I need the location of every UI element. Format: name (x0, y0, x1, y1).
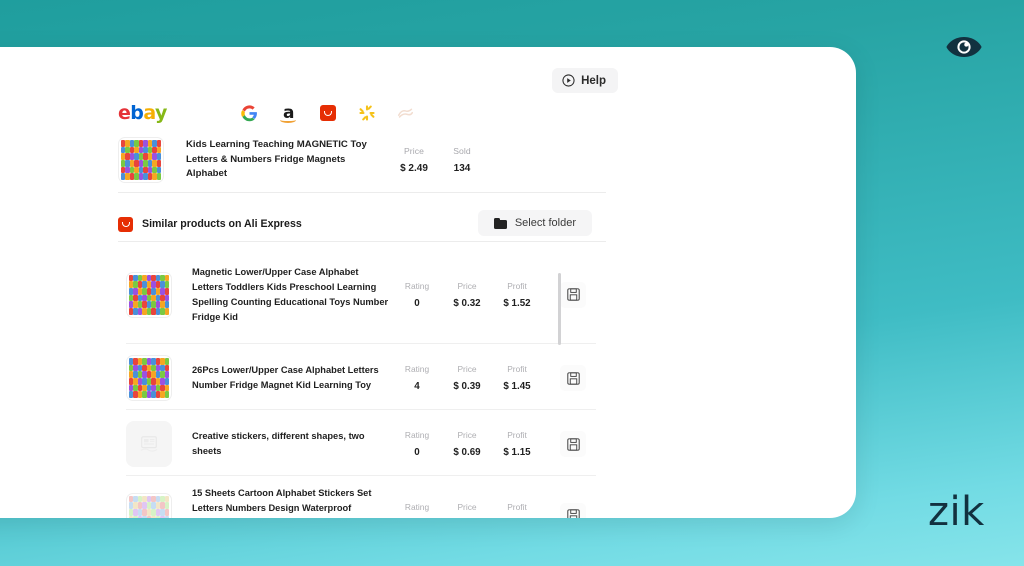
profit-label: Profit (507, 430, 527, 440)
profit-label: Profit (507, 364, 527, 374)
play-circle-icon (562, 74, 575, 87)
profit-value: $ 1.15 (503, 447, 531, 458)
ebay-stat-price-value: $ 2.49 (400, 163, 428, 174)
zik-wordmark: zik (928, 489, 985, 535)
list-scrollbar[interactable] (558, 273, 561, 518)
rating-label: Rating (404, 430, 430, 440)
zik-eye-logo (945, 33, 983, 61)
list-item[interactable]: 15 Sheets Cartoon Alphabet Stickers Set … (126, 486, 596, 518)
list-item[interactable]: Creative stickers, different shapes, two… (126, 421, 596, 467)
save-icon (566, 509, 580, 518)
help-button[interactable]: Help (552, 68, 618, 93)
alphabet-stickers-thumbnail (126, 492, 172, 518)
thumbnail-art (127, 273, 171, 317)
list-item-profit: Profit $ 1.04 (492, 502, 542, 518)
extension-panel: Help ebay a (0, 47, 856, 518)
save-button[interactable] (560, 502, 586, 518)
ebay-stat-sold-label: Sold (453, 146, 471, 156)
list-item-profit: Profit $ 1.15 (492, 430, 542, 458)
list-item-profit: Profit $ 1.45 (492, 364, 542, 392)
panel-content: Help ebay a (118, 47, 618, 518)
amazon-smile-icon (279, 117, 296, 123)
similar-products-header: Similar products on Ali Express Select f… (118, 207, 606, 241)
rating-label: Rating (404, 364, 430, 374)
list-item-price: Price $ 0.39 (442, 364, 492, 392)
row-divider (126, 343, 596, 344)
list-item-title: Creative stickers, different shapes, two… (192, 431, 365, 456)
aliexpress-icon[interactable] (319, 104, 337, 122)
profit-value: $ 1.45 (503, 381, 531, 392)
list-item[interactable]: 26Pcs Lower/Upper Case Alphabet Letters … (126, 355, 596, 401)
similar-products-list[interactable]: Magnetic Lower/Upper Case Alphabet Lette… (118, 243, 618, 518)
alphabet-magnets-thumbnail (126, 355, 172, 401)
rating-value: 0 (414, 447, 420, 458)
ebay-product-row[interactable]: Kids Learning Teaching MAGNETIC Toy Lett… (118, 129, 606, 191)
ebay-product-title: Kids Learning Teaching MAGNETIC Toy Lett… (186, 138, 367, 180)
thumbnail-art (119, 138, 163, 182)
price-label: Price (457, 364, 477, 374)
row-divider (126, 475, 596, 476)
save-icon (566, 437, 580, 451)
list-item-price: Price $ 0.32 (442, 281, 492, 309)
ebay-stat-price-label: Price (403, 146, 425, 156)
scrollbar-thumb[interactable] (558, 273, 561, 345)
rating-label: Rating (404, 280, 430, 291)
marketplace-icons: a (241, 102, 415, 123)
rating-value: 0 (414, 297, 420, 309)
ebay-logo[interactable]: ebay (118, 102, 167, 124)
alphabet-magnets-thumbnail (118, 137, 164, 183)
save-icon (566, 371, 580, 385)
list-item-rating: Rating 0 (392, 430, 442, 458)
list-item-rating: Rating 4 (392, 364, 442, 392)
list-item-price: Price $ 0.69 (442, 430, 492, 458)
price-label: Price (457, 280, 477, 291)
thumbnail-art (127, 494, 171, 518)
save-icon (566, 288, 580, 301)
thumbnail-art (127, 356, 171, 400)
row-divider (126, 409, 596, 410)
divider (118, 192, 606, 193)
ebay-stat-price: Price $ 2.49 (390, 146, 438, 174)
profit-label: Profit (507, 280, 527, 291)
list-item-title: Magnetic Lower/Upper Case Alphabet Lette… (192, 267, 389, 322)
rating-value: 4 (414, 381, 420, 392)
ebay-stat-sold-value: 134 (453, 163, 471, 174)
broken-image-placeholder (126, 421, 172, 467)
similar-products-title: Similar products on Ali Express (142, 218, 302, 230)
list-item-rating: Rating 0 (392, 502, 442, 518)
amazon-letter: a (283, 102, 295, 123)
price-label: Price (457, 430, 477, 440)
amazon-icon[interactable]: a (279, 102, 298, 123)
list-item-rating: Rating 0 (392, 281, 442, 309)
price-label: Price (457, 501, 477, 512)
help-label: Help (581, 74, 606, 87)
save-button[interactable] (560, 431, 586, 457)
etsy-icon[interactable] (397, 104, 415, 122)
list-item-title: 26Pcs Lower/Upper Case Alphabet Letters … (192, 365, 379, 390)
folder-icon (493, 217, 507, 229)
divider (118, 241, 606, 242)
google-icon[interactable] (241, 104, 259, 122)
select-folder-label: Select folder (514, 217, 576, 229)
marketplace-bar: ebay a (118, 92, 606, 134)
save-button[interactable] (560, 365, 586, 391)
list-item-title: 15 Sheets Cartoon Alphabet Stickers Set … (192, 488, 372, 518)
ebay-stat-sold: Sold 134 (438, 146, 486, 174)
profit-label: Profit (507, 501, 527, 512)
aliexpress-icon (118, 216, 133, 232)
list-item[interactable]: Magnetic Lower/Upper Case Alphabet Lette… (126, 265, 596, 325)
select-folder-button[interactable]: Select folder (477, 210, 592, 236)
price-value: $ 0.69 (453, 447, 481, 458)
price-value: $ 0.39 (453, 381, 481, 392)
list-item-price: Price $ 0.8 (442, 502, 492, 518)
rating-label: Rating (404, 501, 430, 512)
list-item-profit: Profit $ 1.52 (492, 281, 542, 309)
alphabet-magnets-thumbnail (126, 271, 172, 318)
walmart-icon[interactable] (358, 104, 376, 122)
profit-value: $ 1.52 (503, 297, 531, 309)
price-value: $ 0.32 (453, 297, 481, 309)
save-button[interactable] (560, 281, 586, 308)
